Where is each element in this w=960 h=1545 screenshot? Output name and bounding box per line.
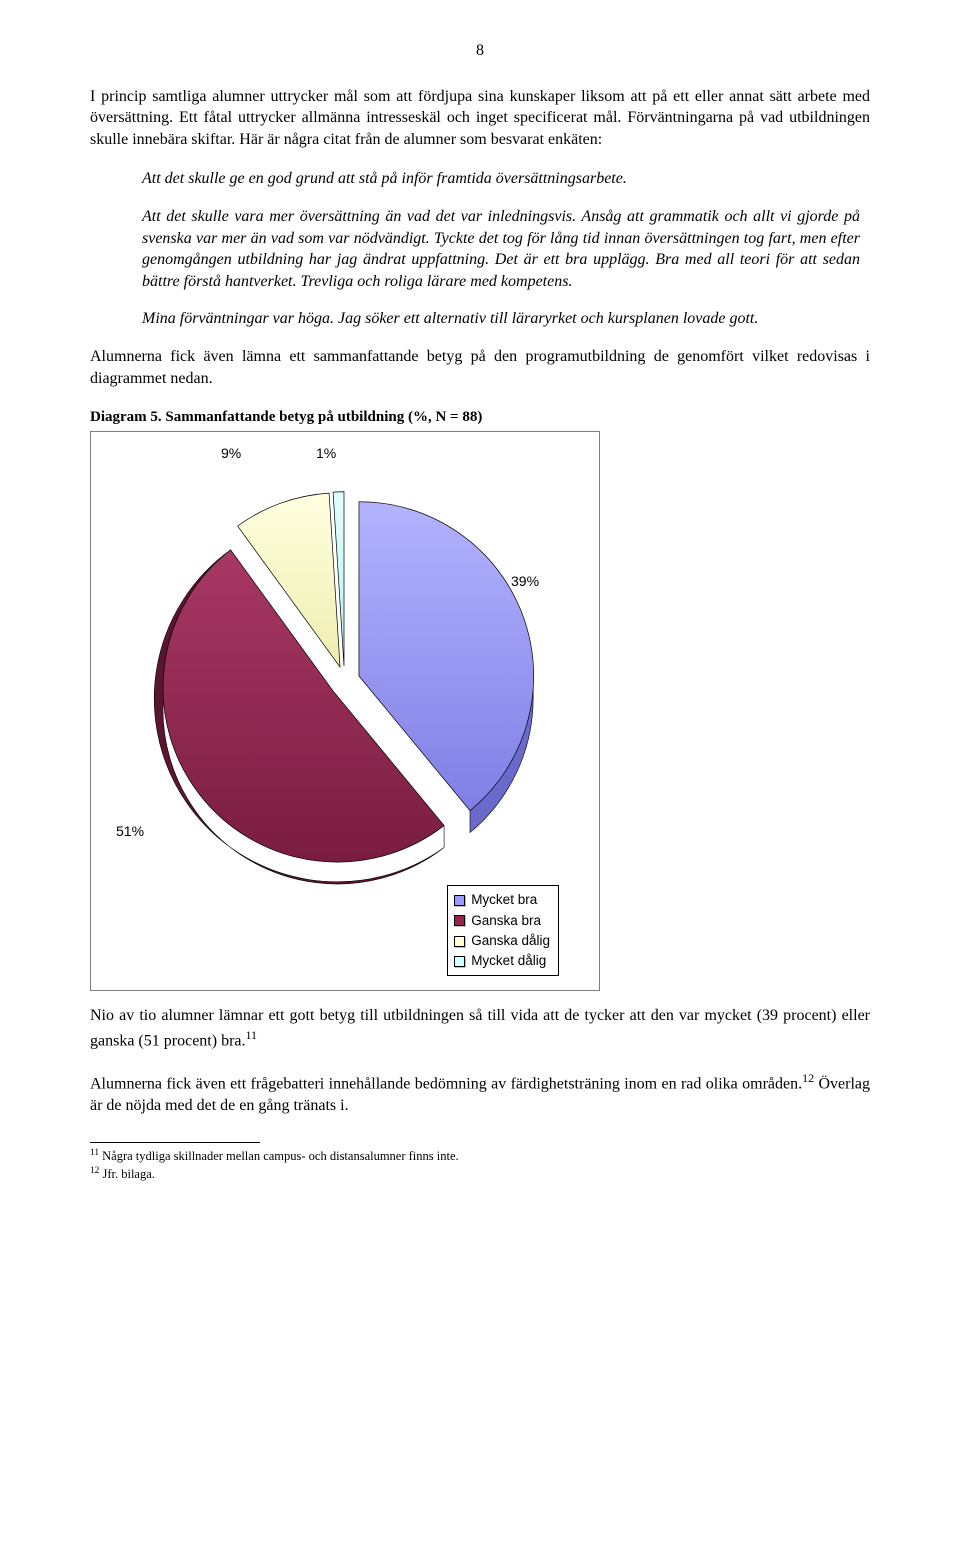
paragraph-lead-chart: Alumnerna fick även lämna ett sammanfatt… (90, 346, 870, 389)
pie-chart-canvas (101, 442, 589, 900)
legend-item: Mycket dålig (454, 951, 550, 971)
pie-label-9: 9% (221, 444, 241, 463)
legend-label: Mycket dålig (471, 951, 546, 971)
para4-pre: Alumnerna fick även ett frågebatteri inn… (90, 1075, 802, 1092)
footnote-ref-12: 12 (802, 1071, 814, 1085)
footnote-12: 12 Jfr. bilaga. (90, 1165, 870, 1182)
legend-item: Ganska bra (454, 911, 550, 931)
quote-1: Att det skulle ge en god grund att stå p… (142, 168, 860, 190)
footnote-text: Jfr. bilaga. (99, 1167, 155, 1181)
footnote-num: 11 (90, 1148, 99, 1158)
footnote-text: Några tydliga skillnader mellan campus- … (99, 1150, 459, 1164)
swatch-icon (454, 895, 465, 906)
pie-label-39: 39% (511, 572, 539, 591)
legend-label: Ganska dålig (471, 931, 550, 951)
legend-item: Mycket bra (454, 890, 550, 910)
swatch-icon (454, 915, 465, 926)
paragraph-result-1: Nio av tio alumner lämnar ett gott betyg… (90, 1005, 870, 1052)
paragraph-result-2: Alumnerna fick även ett frågebatteri inn… (90, 1070, 870, 1117)
legend-item: Ganska dålig (454, 931, 550, 951)
page-number: 8 (90, 40, 870, 62)
chart-legend: Mycket bra Ganska bra Ganska dålig Mycke… (447, 885, 559, 976)
paragraph-intro: I princip samtliga alumner uttrycker mål… (90, 86, 870, 151)
pie-label-51: 51% (116, 822, 144, 841)
quote-3: Mina förväntningar var höga. Jag söker e… (142, 308, 860, 330)
quote-2: Att det skulle vara mer översättning än … (142, 206, 860, 292)
footnote-separator (90, 1142, 260, 1143)
pie-chart: 9% 1% 39% 51% Mycket bra Ganska bra Gans… (90, 431, 600, 991)
swatch-icon (454, 936, 465, 947)
legend-label: Ganska bra (471, 911, 541, 931)
para3-text: Nio av tio alumner lämnar ett gott betyg… (90, 1007, 870, 1049)
diagram-title: Diagram 5. Sammanfattande betyg på utbil… (90, 407, 870, 427)
swatch-icon (454, 956, 465, 967)
footnote-11: 11 Några tydliga skillnader mellan campu… (90, 1147, 870, 1164)
pie-label-1: 1% (316, 444, 336, 463)
quote-block: Att det skulle ge en god grund att stå p… (142, 168, 860, 330)
footnote-num: 12 (90, 1166, 99, 1176)
legend-label: Mycket bra (471, 890, 537, 910)
footnote-ref-11: 11 (246, 1028, 258, 1042)
